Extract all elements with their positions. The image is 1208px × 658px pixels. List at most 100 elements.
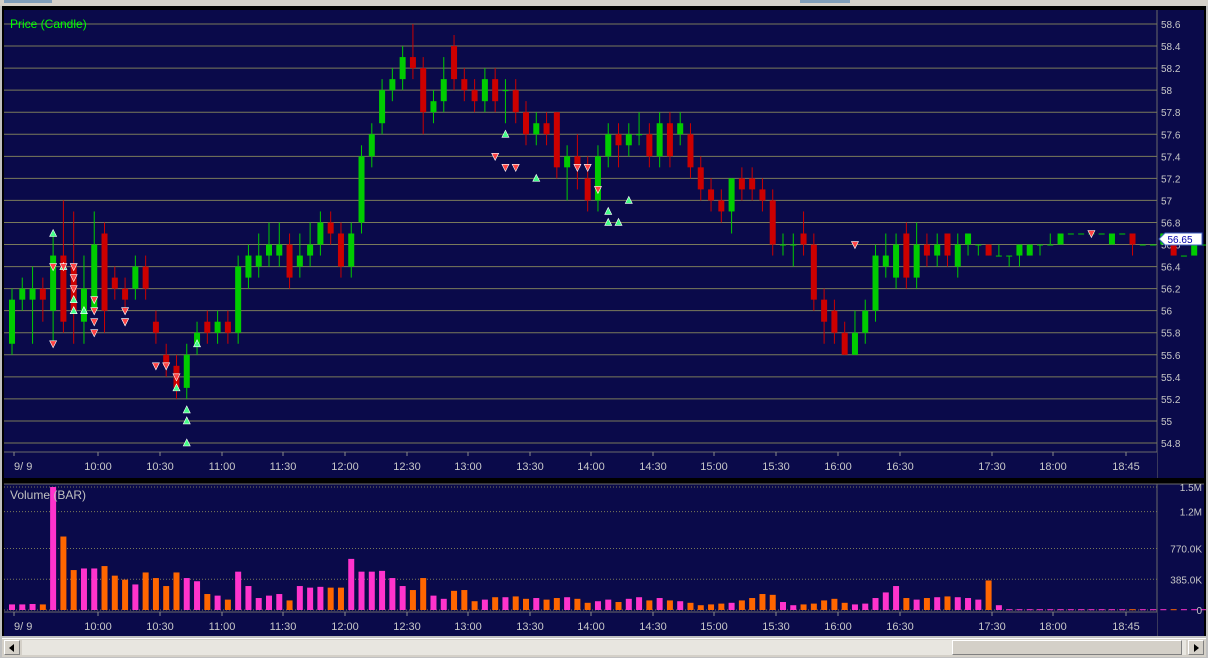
volume-bar: [677, 601, 684, 610]
volume-bar: [70, 570, 77, 610]
volume-bar: [1129, 609, 1136, 611]
candle-body: [1016, 244, 1023, 256]
candle-body: [276, 244, 283, 256]
volume-bar: [1078, 609, 1085, 611]
signal-down-marker: [511, 164, 520, 173]
volume-bar: [738, 600, 745, 610]
candle-body: [204, 321, 211, 333]
candle-body: [266, 244, 272, 256]
scrollbar-thumb[interactable]: [952, 640, 1182, 655]
volume-bar: [358, 571, 365, 610]
horizontal-scrollbar[interactable]: [2, 638, 1206, 657]
volume-tick-label: 0: [1196, 606, 1202, 617]
volume-bar: [810, 603, 817, 610]
candle-body: [502, 90, 509, 92]
signal-down-marker: [850, 241, 859, 250]
candle-body: [769, 200, 776, 245]
scroll-right-button[interactable]: [1188, 640, 1204, 655]
candle-body: [29, 288, 36, 300]
volume-bar: [985, 580, 992, 610]
volume-bar: [523, 598, 529, 610]
volume-xtick-label: 12:00: [331, 621, 359, 633]
candle-body: [1057, 233, 1064, 245]
candle-body: [646, 134, 653, 157]
candle-body: [50, 255, 57, 311]
candle-body: [327, 222, 334, 234]
candle-body: [636, 134, 643, 136]
volume-bar: [317, 586, 324, 610]
volume-bar: [954, 597, 961, 610]
top-bar-tab-left[interactable]: [4, 0, 52, 3]
volume-xtick-label: 18:45: [1112, 621, 1140, 633]
volume-xtick-label: 16:00: [824, 621, 852, 633]
signal-down-marker: [121, 307, 130, 316]
volume-bar: [995, 605, 1002, 610]
volume-bar: [481, 599, 488, 610]
price-panel-title: Price (Candle): [10, 17, 87, 31]
signal-down-marker: [151, 362, 160, 371]
volume-xtick-label: 14:00: [577, 621, 605, 633]
candle-body: [235, 266, 242, 333]
signal-up-marker: [624, 195, 633, 204]
volume-bar: [204, 594, 211, 610]
volume-bar: [492, 597, 499, 610]
candle-body: [666, 123, 673, 157]
volume-bar: [245, 586, 252, 610]
volume-bar: [584, 602, 591, 610]
volume-bar: [430, 595, 437, 610]
signal-down-marker: [90, 329, 99, 338]
candle-body: [872, 255, 879, 311]
volume-bar: [882, 592, 889, 610]
volume-bar: [831, 598, 838, 610]
volume-bar: [687, 602, 694, 610]
signal-down-marker: [583, 164, 592, 173]
volume-bar: [255, 598, 262, 610]
price-xtick-label: 15:00: [700, 461, 728, 473]
scroll-left-button[interactable]: [4, 640, 20, 655]
candle-body: [708, 189, 715, 201]
volume-bar: [708, 604, 715, 610]
volume-bar: [1026, 609, 1033, 611]
arrow-left-icon: [9, 644, 14, 652]
volume-bar: [183, 578, 190, 610]
volume-bar: [1088, 609, 1095, 611]
price-xtick-label: 16:00: [824, 461, 852, 473]
volume-bar: [636, 597, 643, 610]
volume-bar: [194, 581, 201, 610]
price-tick-label: 54.8: [1161, 439, 1181, 450]
candle-body: [379, 90, 386, 124]
volume-bar: [29, 604, 36, 610]
candle-body: [625, 134, 632, 146]
candle-body: [91, 244, 98, 311]
top-bar-tab-right[interactable]: [800, 0, 850, 3]
volume-bar: [420, 578, 427, 610]
volume-bar: [553, 598, 560, 610]
volume-bar: [399, 586, 406, 610]
candle-body: [451, 46, 458, 80]
volume-bar: [19, 604, 26, 610]
candle-body: [533, 123, 540, 135]
candle-body: [1067, 233, 1074, 235]
scrollbar-track[interactable]: [22, 640, 1186, 655]
signal-up-marker: [604, 217, 613, 226]
signal-up-marker: [182, 405, 191, 414]
signal-down-marker: [121, 318, 130, 327]
candle-body: [965, 233, 972, 245]
candle-body: [738, 178, 745, 190]
signal-down-marker: [162, 362, 171, 371]
signal-down-marker: [69, 285, 78, 294]
volume-xtick-label: 17:30: [978, 621, 1006, 633]
candle-body: [492, 79, 499, 102]
candle-body: [1098, 233, 1105, 235]
volume-bar: [60, 536, 67, 610]
price-tick-label: 55: [1161, 417, 1173, 428]
volume-bar: [80, 568, 87, 610]
volume-bar: [944, 596, 951, 610]
candle-body: [564, 156, 571, 168]
candle-body: [512, 90, 519, 113]
candle-body: [80, 288, 87, 322]
candle-body: [39, 288, 46, 300]
signal-down-marker: [172, 373, 181, 382]
chart-frame: 58.6 58.4 58.2 58 57.8 57.6 57.4 57.2 57 56.8 56.6…: [2, 6, 1206, 636]
volume-xtick-label: 10:30: [146, 621, 174, 633]
